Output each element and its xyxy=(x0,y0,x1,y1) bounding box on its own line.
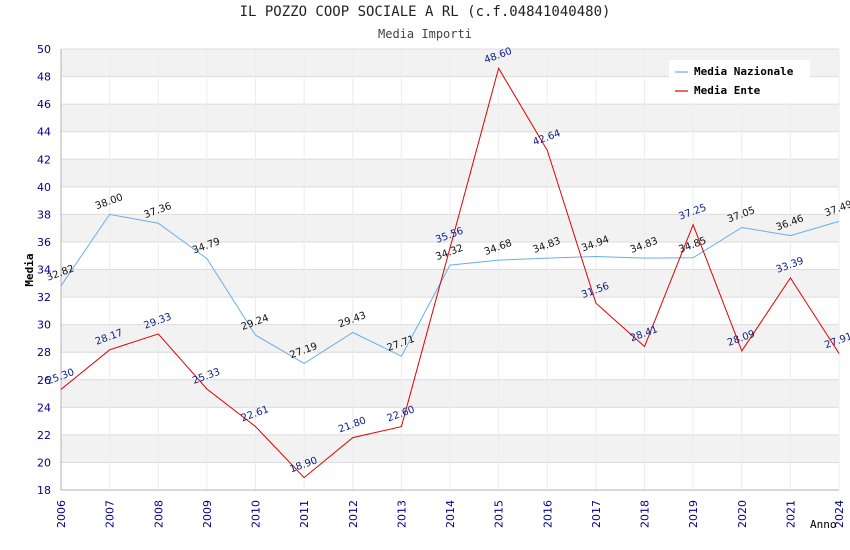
y-tick-label: 26 xyxy=(37,374,51,387)
y-tick-label: 22 xyxy=(37,429,51,442)
x-tick-label: 2009 xyxy=(201,500,214,528)
y-tick-label: 46 xyxy=(37,98,51,111)
y-tick-label: 48 xyxy=(37,71,51,84)
legend-box xyxy=(669,60,810,102)
chart-subtitle: Media Importi xyxy=(378,27,472,41)
x-tick-label: 2019 xyxy=(687,500,700,528)
y-tick-label: 44 xyxy=(37,126,51,139)
axes xyxy=(60,49,839,491)
x-tick-labels: 2006 2007 2008 2009 2010 2011 2012 2013 2014 2015… xyxy=(55,500,846,528)
series-line-media-nazionale xyxy=(60,213,840,364)
y-tick-label: 42 xyxy=(37,153,51,166)
x-tick-label: 2013 xyxy=(395,500,408,528)
x-axis-label: Anno xyxy=(810,518,837,531)
y-axis-label: Media xyxy=(23,253,36,286)
y-tick-label: 24 xyxy=(37,401,51,414)
y-tick-label: 30 xyxy=(37,319,51,332)
y-tick-label: 38 xyxy=(37,208,51,221)
x-tick-label: 2014 xyxy=(444,500,457,528)
y-tick-labels: 18 20 22 24 26 28 30 32 34 36 38 40 42 44 46 48 50 xyxy=(37,43,51,497)
legend-label-ente: Media Ente xyxy=(694,84,761,97)
y-tick-label: 40 xyxy=(37,181,51,194)
x-tick-label: 2010 xyxy=(250,500,263,528)
x-tick-label: 2008 xyxy=(152,500,165,528)
legend: Media Nazionale Media Ente xyxy=(669,60,810,102)
chart-title: IL POZZO COOP SOCIALE A RL (c.f.04841040… xyxy=(239,4,611,20)
y-tick-label: 18 xyxy=(37,484,51,497)
y-tick-label: 36 xyxy=(37,236,51,249)
x-tick-label: 2016 xyxy=(541,500,554,528)
x-tick-label: 2024 xyxy=(833,500,846,528)
x-tick-label: 2012 xyxy=(347,500,360,528)
y-tick-label: 20 xyxy=(37,456,51,469)
series-lines xyxy=(60,67,840,479)
y-tick-label: 28 xyxy=(37,346,51,359)
y-tick-label: 34 xyxy=(37,264,51,277)
y-tick-label: 32 xyxy=(37,291,51,304)
x-tick-label: 2015 xyxy=(493,500,506,528)
y-tick-label: 50 xyxy=(37,43,51,56)
legend-label-nazionale: Media Nazionale xyxy=(694,65,794,78)
x-tick-label: 2020 xyxy=(736,500,749,528)
x-tick-label: 2021 xyxy=(784,500,797,528)
x-tick-label: 2006 xyxy=(55,500,68,528)
x-tick-label: 2018 xyxy=(639,500,652,528)
x-tick-label: 2007 xyxy=(104,500,117,528)
x-tick-label: 2011 xyxy=(298,500,311,528)
x-tick-label: 2017 xyxy=(590,500,603,528)
series-line-media-ente xyxy=(60,67,840,479)
